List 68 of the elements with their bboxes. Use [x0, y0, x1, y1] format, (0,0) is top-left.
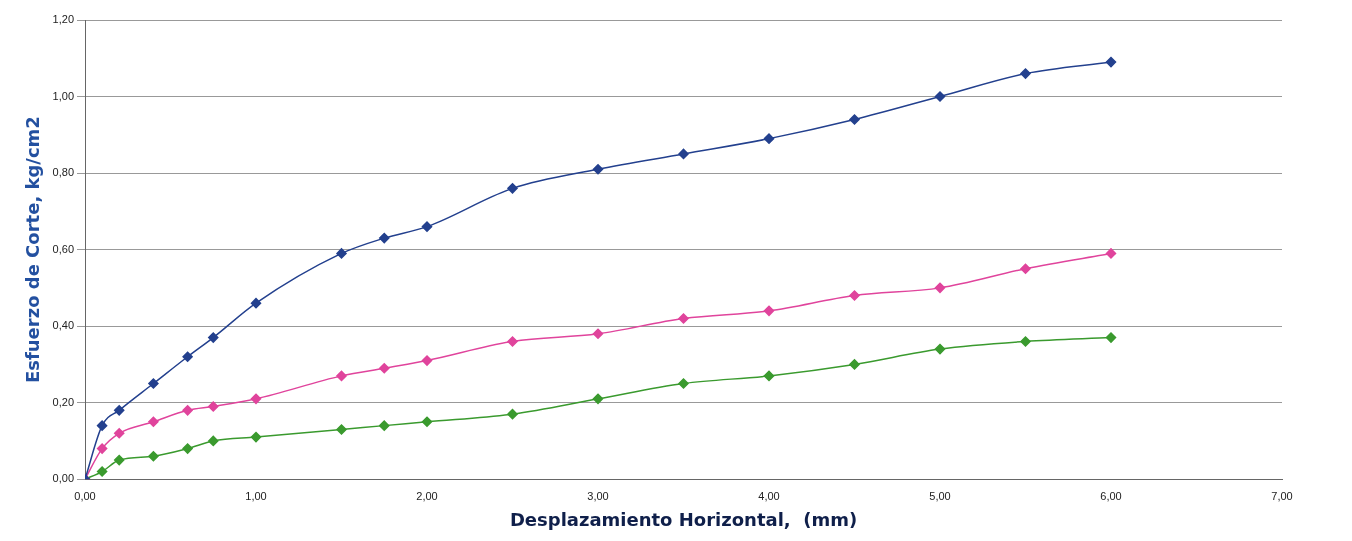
point: [507, 408, 518, 420]
point: [763, 370, 775, 382]
y-tick-label: 0,60: [52, 242, 75, 255]
y-tick-label: 1,00: [52, 89, 75, 102]
y-tick-label: 0,40: [52, 319, 75, 332]
point: [849, 114, 860, 125]
x-tick-label: 1,00: [245, 489, 267, 502]
point: [379, 362, 390, 374]
point: [113, 454, 125, 466]
point: [208, 332, 219, 343]
x-tick-label: 4,00: [758, 489, 780, 502]
point: [182, 405, 193, 416]
x-tick-label: 6,00: [1100, 489, 1122, 502]
point: [507, 183, 518, 194]
point: [250, 431, 262, 443]
point: [250, 393, 262, 405]
point: [592, 163, 604, 175]
point: [148, 378, 159, 389]
point: [336, 370, 347, 382]
point: [421, 355, 433, 366]
point: [763, 305, 775, 317]
point: [421, 221, 433, 232]
point: [678, 378, 689, 389]
x-tick-label: 2,00: [416, 489, 438, 502]
y-tick-label: 0,20: [52, 395, 75, 408]
point: [96, 443, 108, 454]
x-tick-label: 3,00: [587, 489, 609, 502]
point: [379, 232, 390, 244]
y-tick-label: 1,20: [52, 13, 75, 26]
point: [678, 148, 689, 160]
point: [250, 297, 262, 309]
point: [592, 328, 604, 340]
point: [113, 428, 125, 439]
point: [1105, 56, 1117, 68]
point: [507, 336, 518, 347]
point: [934, 343, 946, 355]
point: [379, 420, 390, 431]
point: [1020, 68, 1031, 79]
y-tick-label: 0,80: [52, 166, 75, 179]
point: [1105, 332, 1117, 343]
y-axis-title: Esfuerzo de Corte, kg/cm2: [22, 116, 44, 384]
point: [113, 405, 125, 416]
point: [849, 290, 860, 301]
point: [592, 393, 604, 405]
point: [763, 133, 775, 144]
point: [182, 443, 193, 454]
point: [421, 416, 433, 428]
x-tick-label: 0,00: [74, 489, 96, 502]
point: [208, 435, 219, 447]
point: [1105, 248, 1117, 259]
point: [96, 466, 108, 477]
point: [208, 401, 219, 412]
point: [182, 351, 193, 362]
point: [336, 424, 347, 435]
y-tick-label: 0,00: [52, 472, 75, 485]
point: [849, 359, 860, 370]
point: [336, 248, 347, 259]
x-tick-label: 7,00: [1271, 489, 1293, 502]
point: [148, 416, 159, 428]
point: [678, 313, 689, 324]
point: [1020, 336, 1031, 347]
point: [1020, 263, 1031, 274]
point: [934, 282, 946, 294]
point: [934, 91, 946, 102]
x-axis-title: Desplazamiento Horizontal, (mm): [509, 508, 858, 530]
point: [96, 420, 108, 431]
x-tick-label: 5,00: [929, 489, 951, 502]
point: [148, 450, 159, 462]
